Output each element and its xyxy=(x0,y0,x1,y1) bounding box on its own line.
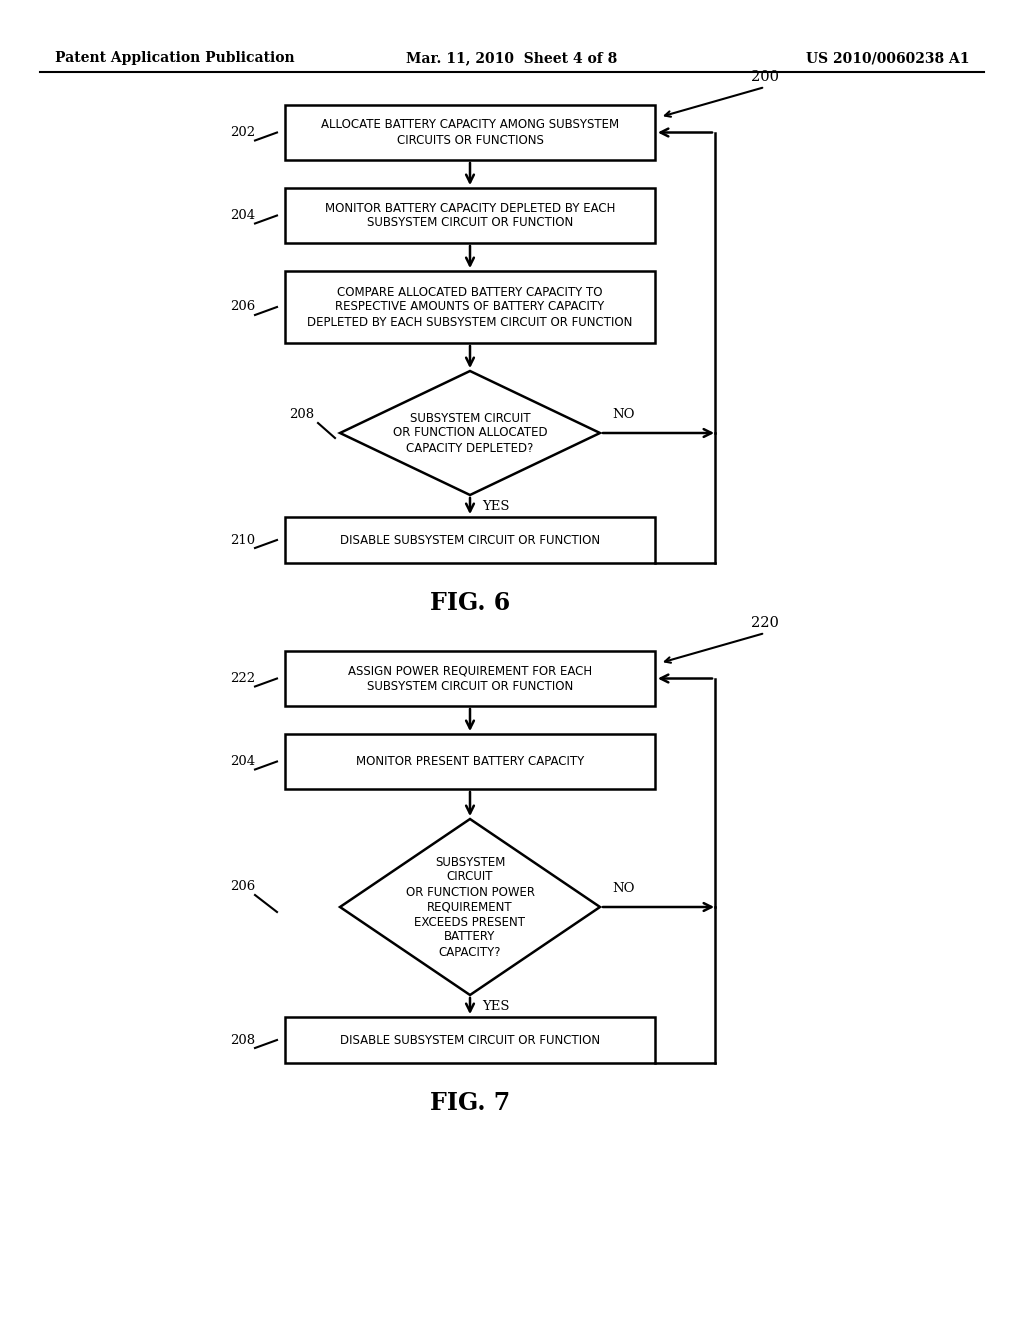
Bar xyxy=(285,1016,655,1063)
Text: 202: 202 xyxy=(230,125,256,139)
Text: SUBSYSTEM
CIRCUIT
OR FUNCTION POWER
REQUIREMENT
EXCEEDS PRESENT
BATTERY
CAPACITY: SUBSYSTEM CIRCUIT OR FUNCTION POWER REQU… xyxy=(406,855,535,958)
Text: NO: NO xyxy=(612,408,635,421)
Text: 206: 206 xyxy=(230,880,256,894)
Text: YES: YES xyxy=(482,999,510,1012)
Text: 200: 200 xyxy=(751,70,779,84)
Text: FIG. 6: FIG. 6 xyxy=(430,591,510,615)
Text: ALLOCATE BATTERY CAPACITY AMONG SUBSYSTEM
CIRCUITS OR FUNCTIONS: ALLOCATE BATTERY CAPACITY AMONG SUBSYSTE… xyxy=(321,119,620,147)
Text: DISABLE SUBSYSTEM CIRCUIT OR FUNCTION: DISABLE SUBSYSTEM CIRCUIT OR FUNCTION xyxy=(340,1034,600,1047)
Text: 222: 222 xyxy=(230,672,256,685)
Text: 210: 210 xyxy=(230,533,256,546)
Text: ASSIGN POWER REQUIREMENT FOR EACH
SUBSYSTEM CIRCUIT OR FUNCTION: ASSIGN POWER REQUIREMENT FOR EACH SUBSYS… xyxy=(348,664,592,693)
Bar xyxy=(285,187,655,243)
Bar xyxy=(285,651,655,706)
Text: 206: 206 xyxy=(230,301,256,314)
Bar xyxy=(285,734,655,789)
Text: MONITOR BATTERY CAPACITY DEPLETED BY EACH
SUBSYSTEM CIRCUIT OR FUNCTION: MONITOR BATTERY CAPACITY DEPLETED BY EAC… xyxy=(325,202,615,230)
Text: FIG. 7: FIG. 7 xyxy=(430,1092,510,1115)
Text: 208: 208 xyxy=(290,408,314,421)
Text: Mar. 11, 2010  Sheet 4 of 8: Mar. 11, 2010 Sheet 4 of 8 xyxy=(407,51,617,65)
Text: US 2010/0060238 A1: US 2010/0060238 A1 xyxy=(807,51,970,65)
Text: MONITOR PRESENT BATTERY CAPACITY: MONITOR PRESENT BATTERY CAPACITY xyxy=(356,755,584,768)
Polygon shape xyxy=(340,818,600,995)
Polygon shape xyxy=(340,371,600,495)
Text: Patent Application Publication: Patent Application Publication xyxy=(55,51,295,65)
Text: DISABLE SUBSYSTEM CIRCUIT OR FUNCTION: DISABLE SUBSYSTEM CIRCUIT OR FUNCTION xyxy=(340,533,600,546)
Bar xyxy=(285,106,655,160)
Text: 220: 220 xyxy=(751,616,779,630)
Bar xyxy=(285,271,655,343)
Text: COMPARE ALLOCATED BATTERY CAPACITY TO
RESPECTIVE AMOUNTS OF BATTERY CAPACITY
DEP: COMPARE ALLOCATED BATTERY CAPACITY TO RE… xyxy=(307,285,633,329)
Text: 204: 204 xyxy=(230,209,256,222)
Text: SUBSYSTEM CIRCUIT
OR FUNCTION ALLOCATED
CAPACITY DEPLETED?: SUBSYSTEM CIRCUIT OR FUNCTION ALLOCATED … xyxy=(392,412,547,454)
Bar xyxy=(285,517,655,564)
Text: 204: 204 xyxy=(230,755,256,768)
Text: 208: 208 xyxy=(230,1034,256,1047)
Text: NO: NO xyxy=(612,883,635,895)
Text: YES: YES xyxy=(482,499,510,512)
